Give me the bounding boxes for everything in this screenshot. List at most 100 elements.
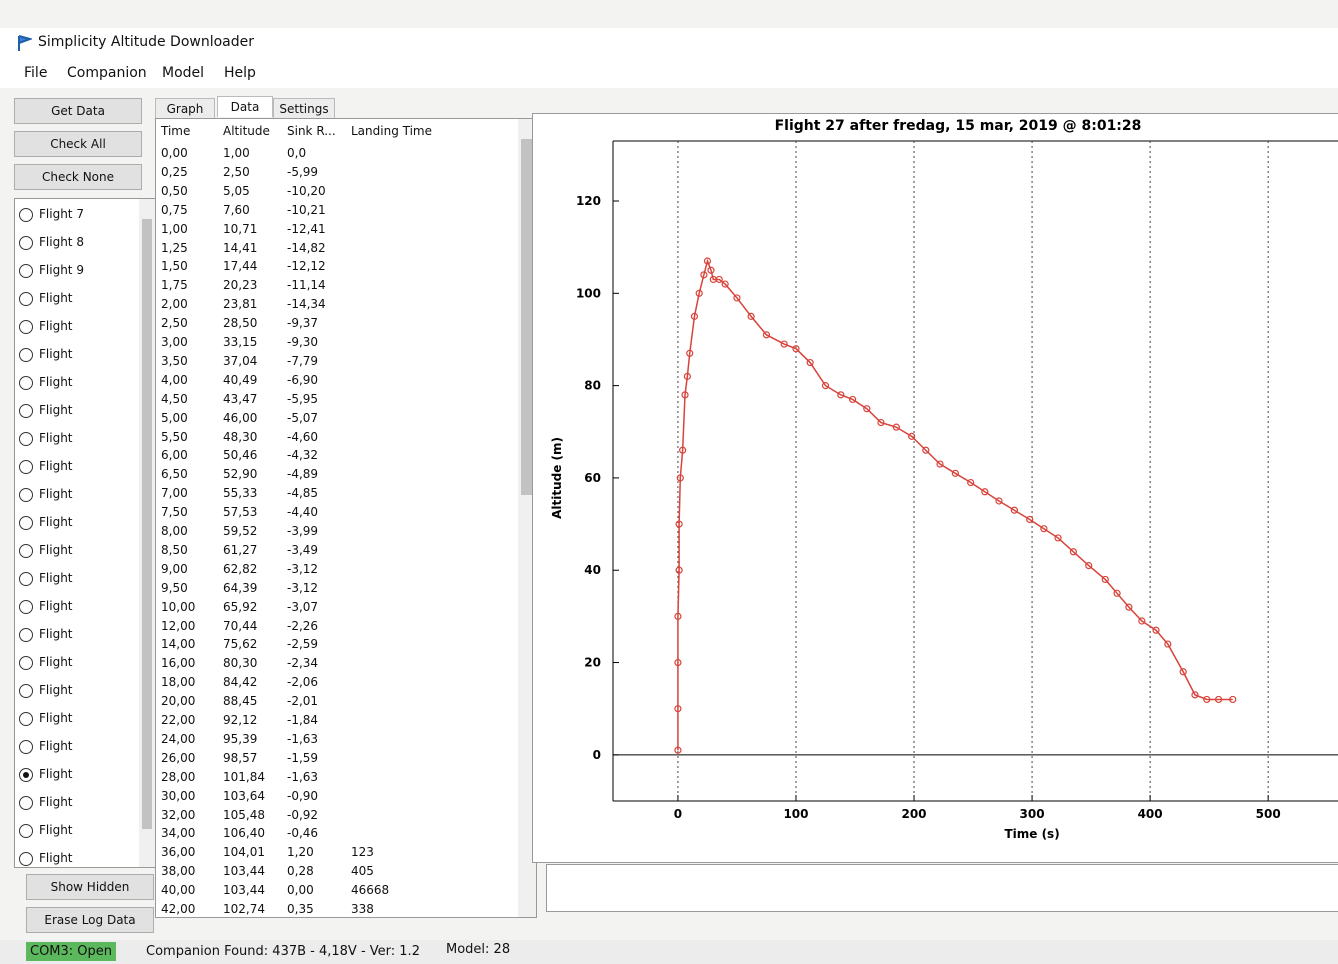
radio-button[interactable] <box>19 796 33 810</box>
radio-button[interactable] <box>19 432 33 446</box>
flight-item[interactable]: Flight <box>19 652 73 672</box>
flight-label: Flight <box>39 711 73 725</box>
flight-item[interactable]: Flight <box>19 400 73 420</box>
radio-button[interactable] <box>19 684 33 698</box>
flight-item[interactable]: Flight <box>19 764 73 784</box>
table-cell: 3,00 <box>161 335 188 349</box>
menu-item[interactable]: Companion <box>67 65 147 81</box>
table-cell: 7,50 <box>161 505 188 519</box>
flight-item[interactable]: Flight <box>19 344 73 364</box>
radio-button[interactable] <box>19 516 33 530</box>
get-data-button[interactable]: Get Data <box>14 98 142 124</box>
radio-button[interactable] <box>19 348 33 362</box>
x-tick-label: 200 <box>901 807 926 821</box>
radio-button[interactable] <box>19 824 33 838</box>
x-tick-label: 500 <box>1256 807 1281 821</box>
table-cell: 42,00 <box>161 902 195 916</box>
radio-button[interactable] <box>19 292 33 306</box>
table-cell: 26,00 <box>161 751 195 765</box>
column-header: Landing Time <box>351 124 432 138</box>
flight-item[interactable]: Flight <box>19 736 73 756</box>
table-cell: -0,46 <box>287 826 318 840</box>
table-cell: 40,00 <box>161 883 195 897</box>
flight-item[interactable]: Flight 8 <box>19 232 84 252</box>
table-cell: -2,26 <box>287 619 318 633</box>
table-cell: -4,32 <box>287 448 318 462</box>
table-cell: 2,50 <box>223 165 250 179</box>
radio-button[interactable] <box>19 264 33 278</box>
radio-button[interactable] <box>19 404 33 418</box>
flight-item[interactable]: Flight <box>19 568 73 588</box>
table-cell: 16,00 <box>161 656 195 670</box>
table-cell: -2,34 <box>287 656 318 670</box>
radio-button[interactable] <box>19 600 33 614</box>
table-cell: -4,60 <box>287 430 318 444</box>
flight-item[interactable]: Flight <box>19 624 73 644</box>
companion-status: Companion Found: 437B - 4,18V - Ver: 1.2 <box>146 944 420 959</box>
flight-item[interactable]: Flight <box>19 316 73 336</box>
flight-item[interactable]: Flight <box>19 372 73 392</box>
radio-button[interactable] <box>19 768 33 782</box>
flight-item[interactable]: Flight <box>19 820 73 840</box>
radio-button[interactable] <box>19 208 33 222</box>
radio-button[interactable] <box>19 488 33 502</box>
notes-box[interactable] <box>546 864 1338 912</box>
x-tick-label: 100 <box>783 807 808 821</box>
scroll-thumb[interactable] <box>142 219 152 829</box>
table-cell: 2,50 <box>161 316 188 330</box>
check-all-button[interactable]: Check All <box>14 131 142 157</box>
flight-item[interactable]: Flight 7 <box>19 204 84 224</box>
radio-button[interactable] <box>19 628 33 642</box>
flight-item[interactable]: Flight <box>19 456 73 476</box>
table-cell: -7,79 <box>287 354 318 368</box>
menu-item[interactable]: File <box>24 65 47 81</box>
table-cell: 0,28 <box>287 864 314 878</box>
table-cell: -12,41 <box>287 222 326 236</box>
table-cell: 17,44 <box>223 259 257 273</box>
table-cell: 34,00 <box>161 826 195 840</box>
flight-item[interactable]: Flight <box>19 512 73 532</box>
flight-item[interactable]: Flight <box>19 680 73 700</box>
radio-button[interactable] <box>19 320 33 334</box>
table-cell: 75,62 <box>223 637 257 651</box>
flight-item[interactable]: Flight <box>19 792 73 812</box>
tab[interactable]: Graph <box>155 98 215 119</box>
radio-button[interactable] <box>19 852 33 866</box>
table-cell: 105,48 <box>223 808 265 822</box>
table-cell: -4,85 <box>287 486 318 500</box>
flight-item[interactable]: Flight <box>19 484 73 504</box>
erase-log-button[interactable]: Erase Log Data <box>26 907 154 933</box>
flight-item[interactable]: Flight <box>19 540 73 560</box>
radio-button[interactable] <box>19 740 33 754</box>
tab[interactable]: Settings <box>273 98 335 119</box>
table-cell: -3,12 <box>287 581 318 595</box>
radio-button[interactable] <box>19 712 33 726</box>
flight-item[interactable]: Flight <box>19 596 73 616</box>
table-cell: 46,00 <box>223 411 257 425</box>
y-tick-label: 80 <box>584 379 601 393</box>
flight-item[interactable]: Flight <box>19 428 73 448</box>
radio-button[interactable] <box>19 460 33 474</box>
flight-item[interactable]: Flight <box>19 708 73 728</box>
flight-item[interactable]: Flight <box>19 288 73 308</box>
radio-button[interactable] <box>19 572 33 586</box>
scrollbar[interactable] <box>139 199 155 867</box>
column-header: Sink R... <box>287 124 336 138</box>
flight-item[interactable]: Flight 9 <box>19 260 84 280</box>
table-cell: 70,44 <box>223 619 257 633</box>
show-hidden-button[interactable]: Show Hidden <box>26 874 154 900</box>
radio-button[interactable] <box>19 376 33 390</box>
radio-button[interactable] <box>19 236 33 250</box>
table-cell: 338 <box>351 902 374 916</box>
table-cell: 18,00 <box>161 675 195 689</box>
radio-button[interactable] <box>19 544 33 558</box>
check-none-button[interactable]: Check None <box>14 164 142 190</box>
flight-item[interactable]: Flight <box>19 848 73 868</box>
tab[interactable]: Data <box>217 96 273 117</box>
table-cell: 0,0 <box>287 146 306 160</box>
table-cell: -2,59 <box>287 637 318 651</box>
menu-item[interactable]: Model <box>162 65 204 81</box>
table-cell: 5,50 <box>161 430 188 444</box>
radio-button[interactable] <box>19 656 33 670</box>
menu-item[interactable]: Help <box>224 65 256 81</box>
